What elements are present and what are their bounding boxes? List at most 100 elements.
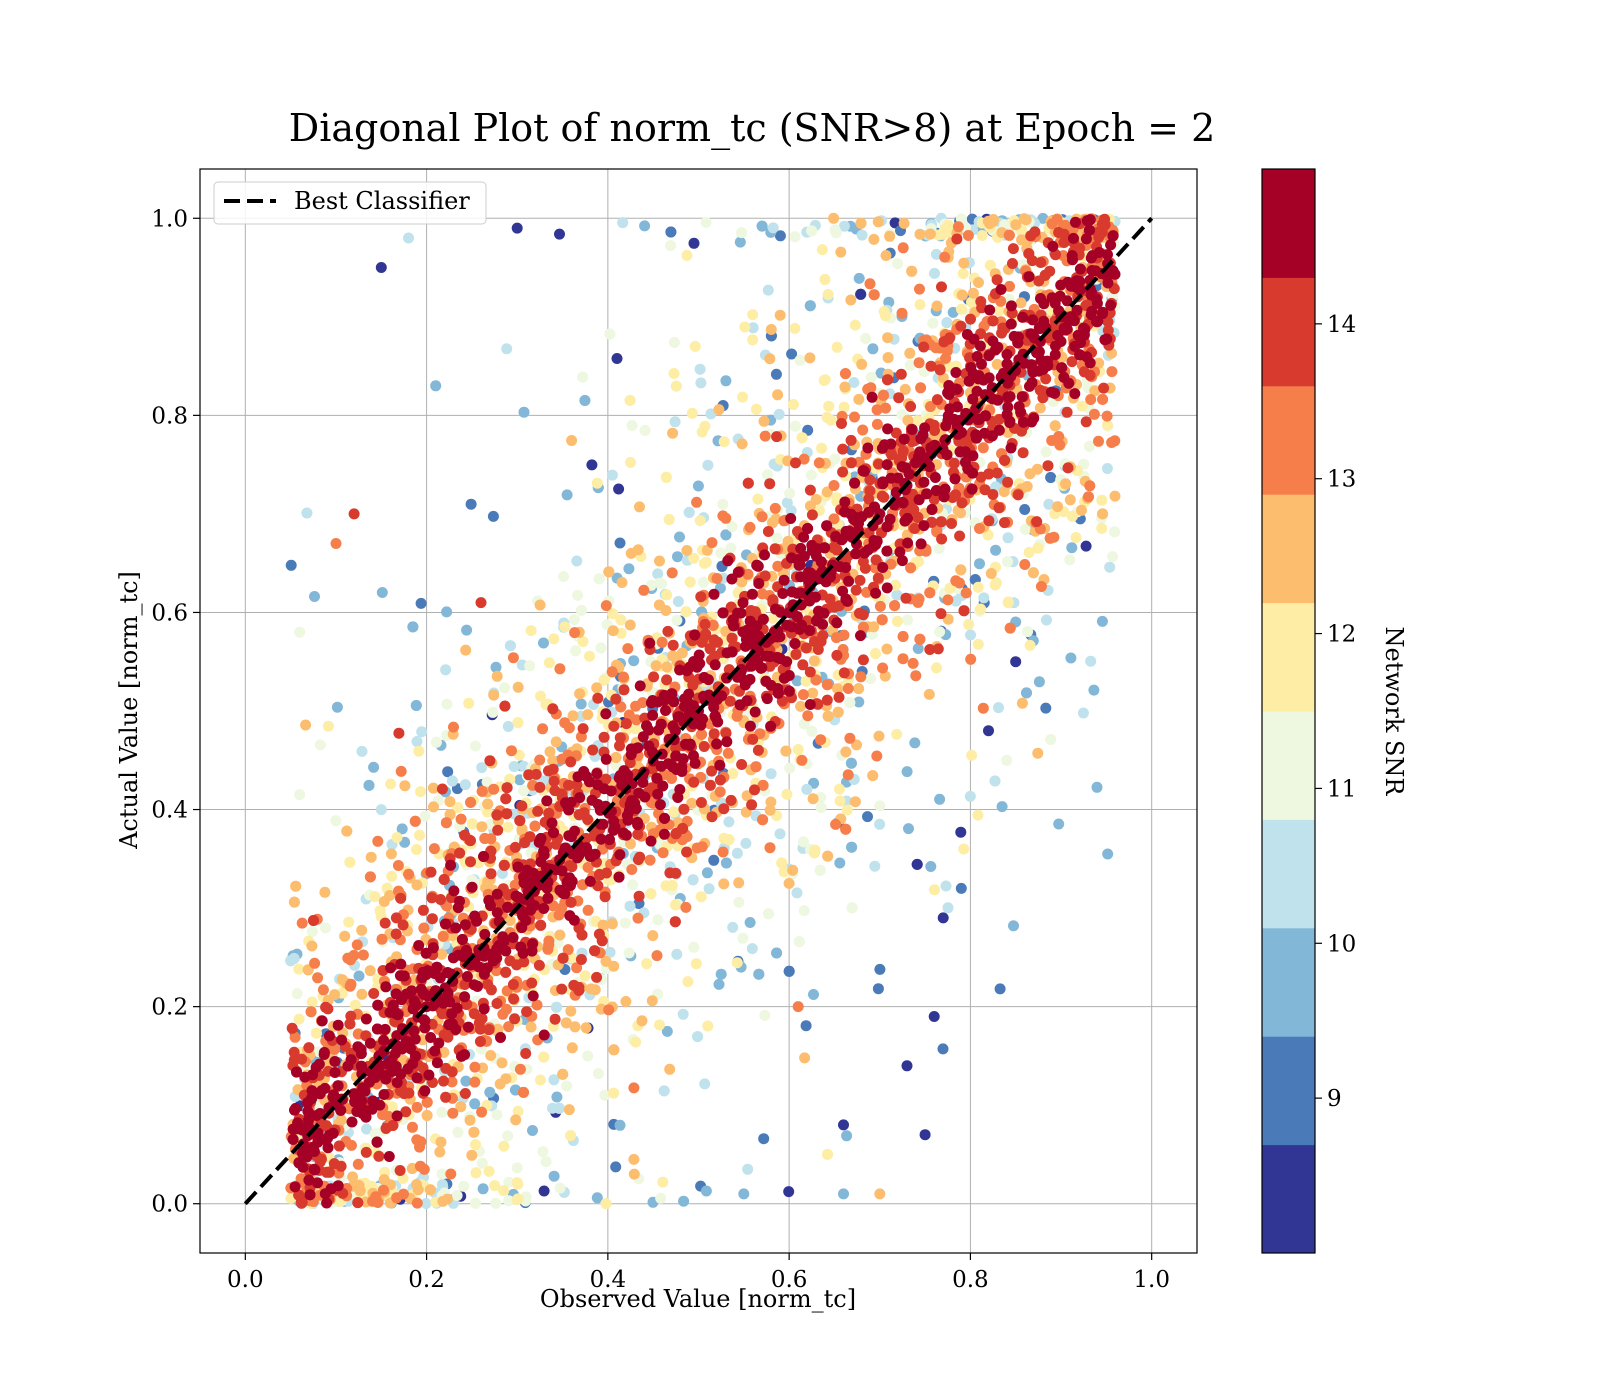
- scatter-point: [641, 958, 652, 969]
- scatter-point: [610, 1161, 621, 1172]
- scatter-point: [435, 894, 446, 905]
- scatter-point: [983, 515, 994, 526]
- scatter-point: [432, 1057, 443, 1068]
- scatter-point: [775, 653, 786, 664]
- scatter-point: [513, 682, 524, 693]
- scatter-point: [808, 793, 819, 804]
- scatter-point: [436, 1137, 447, 1148]
- scatter-point: [585, 876, 596, 887]
- scatter-point: [475, 1036, 486, 1047]
- scatter-point: [956, 883, 967, 894]
- scatter-point: [332, 702, 343, 713]
- scatter-point: [1024, 381, 1035, 392]
- scatter-point: [297, 918, 308, 929]
- scatter-point: [757, 814, 768, 825]
- scatter-point: [445, 1169, 456, 1180]
- scatter-point: [914, 634, 925, 645]
- scatter-point: [1102, 278, 1113, 289]
- scatter-point: [576, 699, 587, 710]
- scatter-point: [880, 403, 891, 414]
- scatter-point: [558, 571, 569, 582]
- scatter-point: [595, 643, 606, 654]
- scatter-point: [946, 518, 957, 529]
- scatter-point: [556, 984, 567, 995]
- scatter-point: [652, 950, 663, 961]
- scatter-point: [815, 865, 826, 876]
- scatter-point: [418, 923, 429, 934]
- scatter-point: [586, 459, 597, 470]
- scatter-point: [532, 806, 543, 817]
- scatter-point: [594, 573, 605, 584]
- scatter-point: [738, 597, 749, 608]
- scatter-point: [516, 800, 527, 811]
- scatter-point: [857, 230, 868, 241]
- scatter-point: [1007, 258, 1018, 269]
- scatter-point: [1047, 241, 1058, 252]
- scatter-point: [746, 799, 757, 810]
- scatter-point: [497, 1057, 508, 1068]
- scatter-point: [592, 478, 603, 489]
- scatter-point: [826, 415, 837, 426]
- scatter-point: [378, 1185, 389, 1196]
- scatter-point: [582, 709, 593, 720]
- scatter-point: [846, 758, 857, 769]
- scatter-point: [925, 229, 936, 240]
- scatter-point: [701, 1186, 712, 1197]
- scatter-point: [498, 1185, 509, 1196]
- scatter-point: [500, 793, 511, 804]
- scatter-point: [399, 1088, 410, 1099]
- scatter-point: [737, 392, 748, 403]
- scatter-point: [684, 507, 695, 518]
- scatter-point: [708, 855, 719, 866]
- scatter-point: [941, 881, 952, 892]
- scatter-point: [766, 324, 777, 335]
- scatter-point: [463, 698, 474, 709]
- scatter-point: [548, 827, 559, 838]
- scatter-point: [452, 1127, 463, 1138]
- scatter-point: [764, 478, 775, 489]
- scatter-point: [693, 481, 704, 492]
- scatter-point: [319, 887, 330, 898]
- scatter-point: [1035, 257, 1046, 268]
- scatter-point: [506, 745, 517, 756]
- scatter-point: [513, 1193, 524, 1204]
- scatter-point: [608, 961, 619, 972]
- scatter-point: [659, 813, 670, 824]
- scatter-point: [728, 620, 739, 631]
- scatter-point: [495, 1032, 506, 1043]
- scatter-point: [487, 707, 498, 718]
- scatter-point: [1033, 276, 1044, 287]
- scatter-point: [747, 334, 758, 345]
- scatter-point: [386, 848, 397, 859]
- scatter-point: [543, 808, 554, 819]
- scatter-point: [973, 810, 984, 821]
- scatter-point: [410, 816, 421, 827]
- scatter-point: [608, 1088, 619, 1099]
- scatter-point: [467, 882, 478, 893]
- scatter-point: [307, 1069, 318, 1080]
- scatter-point: [717, 510, 728, 521]
- scatter-point: [1097, 616, 1108, 627]
- scatter-point: [370, 891, 381, 902]
- scatter-point: [1024, 271, 1035, 282]
- scatter-point: [460, 645, 471, 656]
- scatter-point: [714, 760, 725, 771]
- scatter-point: [672, 551, 683, 562]
- scatter-point: [544, 657, 555, 668]
- scatter-point: [344, 857, 355, 868]
- scatter-point: [548, 633, 559, 644]
- scatter-point: [806, 726, 817, 737]
- scatter-point: [615, 614, 626, 625]
- scatter-point: [608, 721, 619, 732]
- scatter-point: [938, 336, 949, 347]
- scatter-point: [801, 784, 812, 795]
- scatter-point: [364, 1077, 375, 1088]
- scatter-point: [615, 538, 626, 549]
- scatter-point: [659, 1085, 670, 1096]
- scatter-point: [844, 733, 855, 744]
- scatter-point: [715, 775, 726, 786]
- scatter-point: [850, 320, 861, 331]
- scatter-point: [815, 734, 826, 745]
- scatter-point: [855, 575, 866, 586]
- scatter-point: [915, 433, 926, 444]
